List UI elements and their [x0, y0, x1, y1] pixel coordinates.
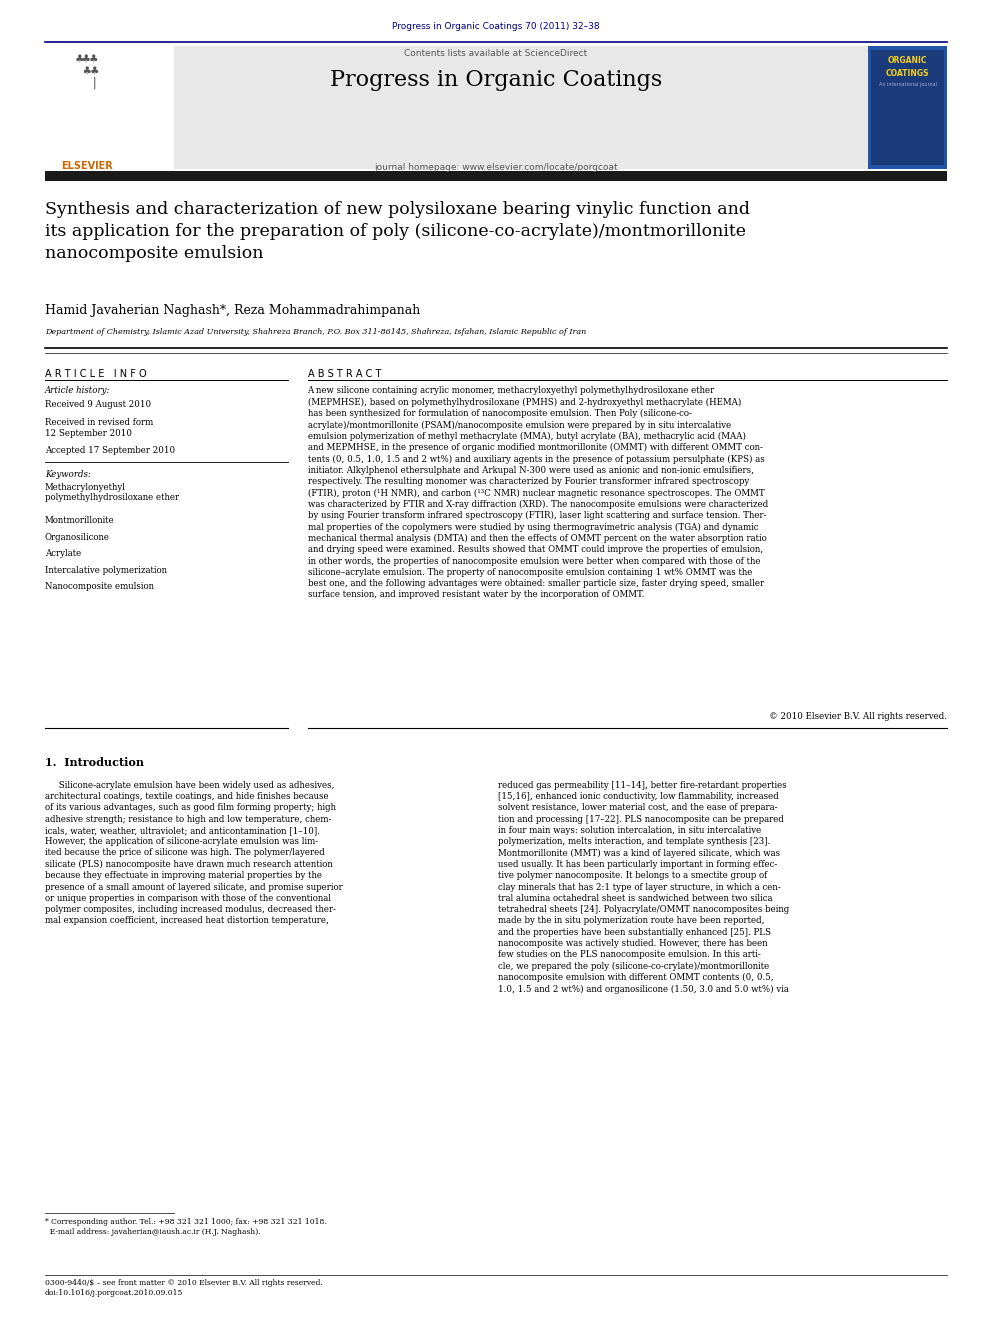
Text: ELSEVIER: ELSEVIER: [62, 161, 113, 172]
Text: Acrylate: Acrylate: [45, 549, 81, 558]
Text: A B S T R A C T: A B S T R A C T: [308, 369, 381, 380]
Text: Keywords:: Keywords:: [45, 470, 90, 479]
Text: COATINGS: COATINGS: [886, 69, 930, 78]
Text: Montmorillonite: Montmorillonite: [45, 516, 114, 525]
Text: Department of Chemistry, Islamic Azad University, Shahreza Branch, P.O. Box 311-: Department of Chemistry, Islamic Azad Un…: [45, 328, 586, 336]
Text: A new silicone containing acrylic monomer, methacryloxyethyl polymethylhydrosilo: A new silicone containing acrylic monome…: [308, 386, 768, 599]
Text: Progress in Organic Coatings 70 (2011) 32–38: Progress in Organic Coatings 70 (2011) 3…: [392, 22, 600, 32]
Text: Synthesis and characterization of new polysiloxane bearing vinylic function and
: Synthesis and characterization of new po…: [45, 201, 750, 262]
Text: Contents lists available at ScienceDirect: Contents lists available at ScienceDirec…: [405, 49, 587, 58]
Text: A R T I C L E   I N F O: A R T I C L E I N F O: [45, 369, 146, 380]
Text: Article history:: Article history:: [45, 386, 110, 396]
Text: Progress in Organic Coatings: Progress in Organic Coatings: [330, 69, 662, 91]
Text: 0300-9440/$ – see front matter © 2010 Elsevier B.V. All rights reserved.
doi:10.: 0300-9440/$ – see front matter © 2010 El…: [45, 1279, 322, 1297]
Text: Methacrylonyethyl
polymethylhydrosiloxane ether: Methacrylonyethyl polymethylhydrosiloxan…: [45, 483, 179, 503]
Text: An international journal: An international journal: [879, 82, 936, 87]
FancyBboxPatch shape: [45, 171, 947, 181]
Text: Hamid Javaherian Naghash*, Reza Mohammadrahimpanah: Hamid Javaherian Naghash*, Reza Mohammad…: [45, 304, 420, 318]
FancyBboxPatch shape: [871, 50, 944, 165]
Text: ORGANIC: ORGANIC: [888, 56, 928, 65]
Text: * Corresponding author. Tel.: +98 321 321 1000; fax: +98 321 321 1018.
  E-mail : * Corresponding author. Tel.: +98 321 32…: [45, 1218, 326, 1236]
Text: Accepted 17 September 2010: Accepted 17 September 2010: [45, 446, 175, 455]
Text: ♣♣♣
 ♣♣
  |: ♣♣♣ ♣♣ |: [76, 53, 98, 90]
Text: Organosilicone: Organosilicone: [45, 532, 110, 541]
FancyBboxPatch shape: [45, 46, 947, 169]
Text: journal homepage: www.elsevier.com/locate/porgcoat: journal homepage: www.elsevier.com/locat…: [374, 163, 618, 172]
Text: 1.  Introduction: 1. Introduction: [45, 757, 144, 767]
Text: Received in revised form
12 September 2010: Received in revised form 12 September 20…: [45, 418, 153, 438]
FancyBboxPatch shape: [45, 46, 174, 169]
Text: reduced gas permeability [11–14], better fire-retardant properties
[15,16], enha: reduced gas permeability [11–14], better…: [498, 781, 790, 994]
Text: Received 9 August 2010: Received 9 August 2010: [45, 400, 151, 409]
Text: Nanocomposite emulsion: Nanocomposite emulsion: [45, 582, 154, 591]
FancyBboxPatch shape: [868, 46, 947, 169]
Text: Intercalative polymerization: Intercalative polymerization: [45, 565, 167, 574]
Text: Silicone-acrylate emulsion have been widely used as adhesives,
architectural coa: Silicone-acrylate emulsion have been wid…: [45, 781, 342, 926]
Text: © 2010 Elsevier B.V. All rights reserved.: © 2010 Elsevier B.V. All rights reserved…: [770, 712, 947, 721]
